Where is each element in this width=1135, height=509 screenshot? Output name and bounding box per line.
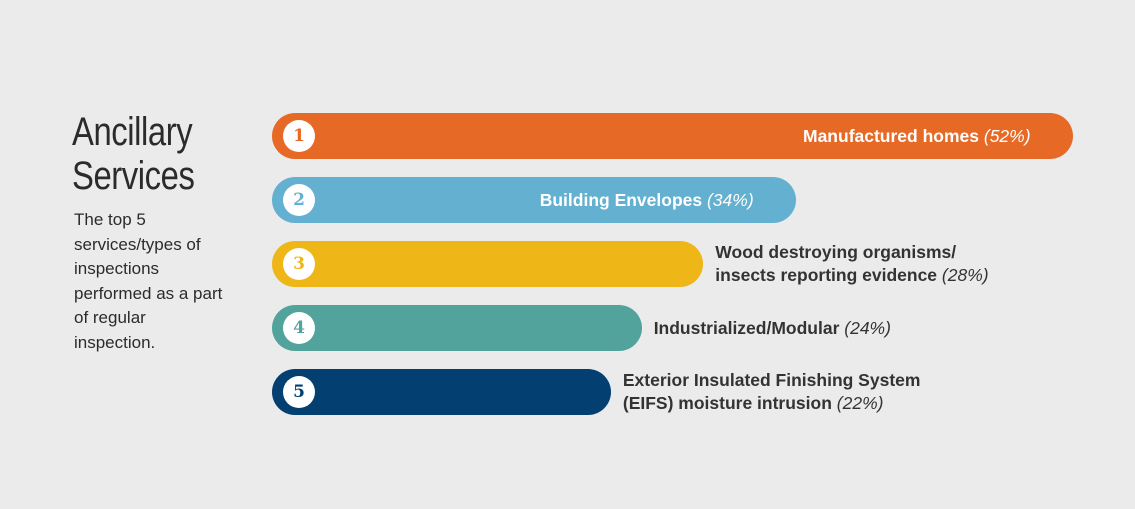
- bar-label-text-line2: (EIFS) moisture intrusion (22%): [622, 393, 884, 413]
- bar-label-text: Manufactured homes (52%): [803, 125, 1031, 146]
- bar-label-text: Industrialized/Modular (24%): [653, 317, 891, 338]
- bar-label-3: Wood destroying organisms/insects report…: [715, 241, 988, 287]
- chart-title-line1: Ancillary: [72, 110, 193, 154]
- bar-3: 3: [272, 241, 704, 287]
- bar-label-5: Exterior Insulated Finishing System (EIFS…: [623, 369, 921, 415]
- bar-4: 4: [272, 305, 642, 351]
- bar-value-label: (22%): [831, 393, 884, 413]
- chart-title: Ancillary Services: [72, 110, 195, 198]
- bar-5: 5: [272, 369, 611, 415]
- bar-label-text: Exterior Insulated Finishing System: [622, 370, 921, 390]
- bar-label-1: Manufactured homes (52%): [803, 125, 1031, 148]
- chart-subtitle: The top 5 services/types of inspections …: [74, 210, 223, 352]
- bar-label-text: Wood destroying organisms/: [715, 242, 957, 262]
- bar-value-label: (52%): [979, 125, 1031, 146]
- bar-value-label: (28%): [937, 265, 989, 285]
- rank-badge: 4: [283, 312, 315, 344]
- bar-value-label: (24%): [839, 317, 891, 338]
- rank-badge: 2: [283, 184, 315, 216]
- bar-label-text: Building Envelopes (34%): [539, 189, 754, 210]
- rank-badge: 1: [283, 120, 315, 152]
- rank-badge: 5: [283, 376, 315, 408]
- chart-title-line2: Services: [72, 154, 195, 198]
- bar-label-4: Industrialized/Modular (24%): [654, 317, 891, 340]
- bar-label-text-line2: insects reporting evidence (28%): [715, 265, 989, 285]
- bar-2: 2: [272, 177, 796, 223]
- bar-1: 1: [272, 113, 1073, 159]
- bar-value-label: (34%): [702, 189, 754, 210]
- bar-label-2: Building Envelopes (34%): [540, 189, 754, 212]
- rank-badge: 3: [283, 248, 315, 280]
